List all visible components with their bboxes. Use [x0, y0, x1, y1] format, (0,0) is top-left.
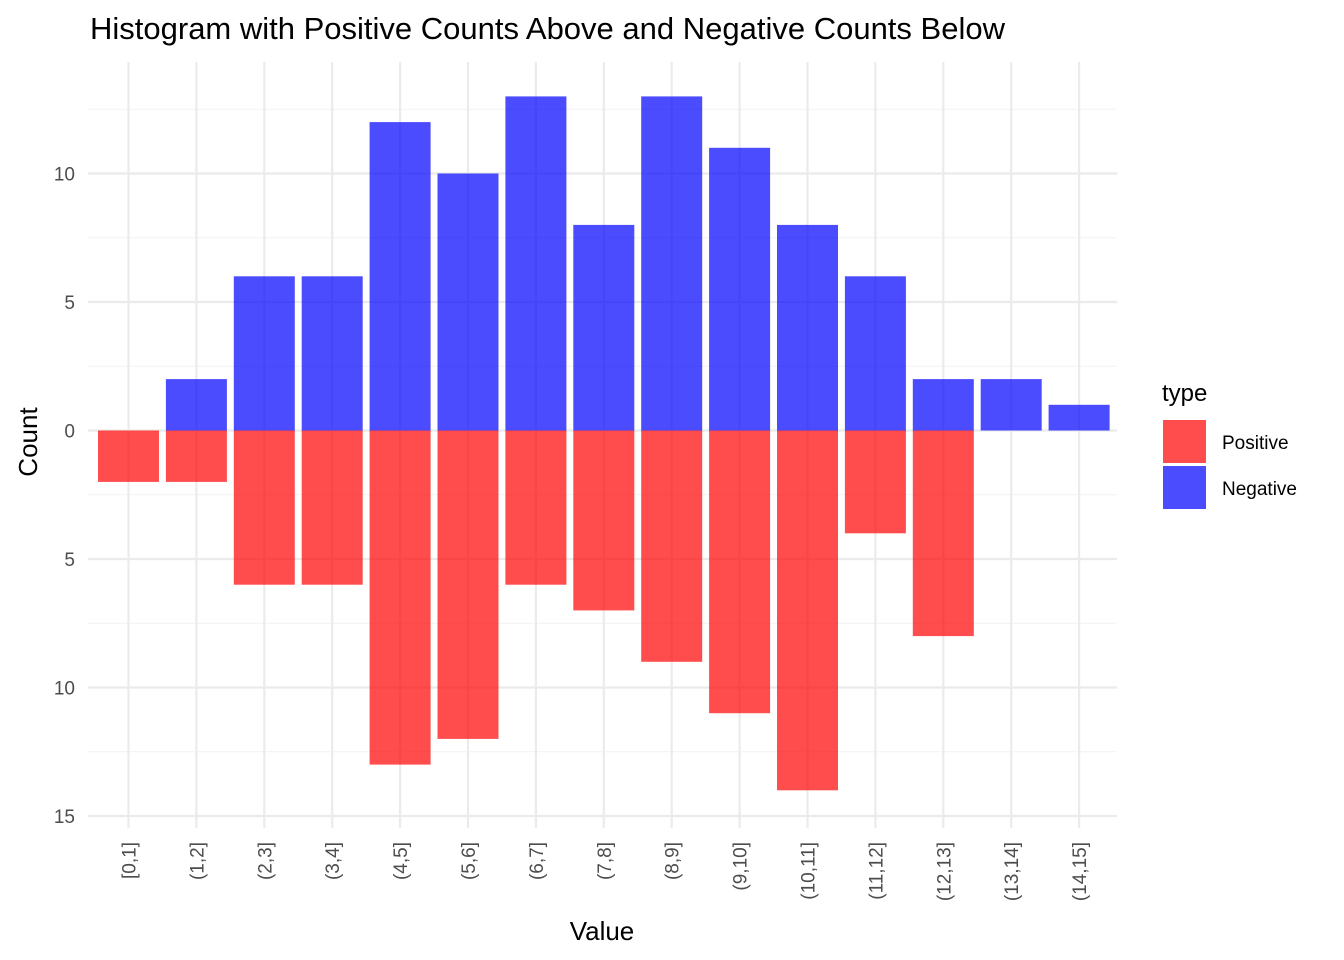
legend: type Positive Negative: [1162, 380, 1297, 509]
y-tick-label: 15: [54, 807, 75, 828]
bar-positive: [369, 430, 431, 765]
x-tick-label: (5,6]: [459, 842, 480, 880]
y-tick-label: 0: [64, 422, 75, 443]
bar-positive: [165, 430, 227, 482]
bar-negative: [1048, 404, 1110, 431]
bar-positive: [777, 430, 838, 791]
x-tick-label: (9,10]: [731, 842, 752, 891]
y-tick-label: 10: [54, 165, 75, 186]
legend-title: type: [1162, 380, 1207, 407]
bar-negative: [505, 96, 567, 431]
x-axis-title: Value: [570, 916, 635, 946]
bar-negative: [980, 379, 1042, 431]
bar-negative: [573, 224, 635, 431]
bar-negative: [437, 173, 499, 431]
x-tick-label: (14,15]: [1070, 842, 1091, 901]
bar-positive: [233, 430, 295, 585]
bar-negative: [844, 276, 906, 431]
y-tick-label: 5: [64, 293, 75, 314]
chart-title: Histogram with Positive Counts Above and…: [90, 11, 1006, 46]
x-tick-label: (2,3]: [255, 842, 276, 880]
x-tick-label: (13,14]: [1002, 842, 1023, 901]
x-tick-label: (11,12]: [866, 842, 887, 900]
x-tick-label: (4,5]: [391, 842, 412, 880]
y-axis-ticks: 10 5 0 5 10 15: [54, 165, 75, 829]
bar-positive: [912, 430, 974, 637]
bar-positive: [437, 430, 499, 739]
bar-negative: [641, 96, 703, 431]
bar-positive: [98, 430, 159, 482]
bar-negative: [912, 379, 974, 431]
bar-positive: [505, 430, 567, 585]
legend-swatch-negative: [1163, 466, 1206, 509]
x-tick-label: (10,11]: [799, 842, 820, 900]
x-tick-label: [0,1]: [120, 842, 141, 879]
bar-positive: [844, 430, 906, 534]
x-tick-label: (1,2]: [187, 842, 208, 880]
y-tick-label: 10: [54, 679, 75, 700]
bar-negative: [301, 276, 363, 431]
bar-negative: [369, 122, 431, 431]
x-tick-label: (3,4]: [323, 842, 344, 880]
bar-negative: [709, 147, 771, 431]
x-axis-ticks: [0,1] (1,2] (2,3] (3,4] (4,5] (5,6] (6,7] (7,8]…: [120, 842, 1092, 901]
bar-positive: [301, 430, 363, 585]
y-axis-title: Count: [13, 407, 43, 477]
bar-negative: [165, 379, 227, 431]
x-tick-label: (12,13]: [934, 842, 955, 901]
bar-negative: [233, 276, 295, 431]
x-tick-label: (7,8]: [595, 842, 616, 880]
x-tick-label: (8,9]: [663, 842, 684, 880]
legend-label-negative: Negative: [1222, 479, 1297, 500]
y-tick-label: 5: [64, 550, 75, 571]
legend-label-positive: Positive: [1222, 433, 1289, 454]
legend-entries: Positive Negative: [1163, 420, 1297, 509]
bar-positive: [573, 430, 635, 611]
legend-swatch-positive: [1163, 420, 1206, 463]
bars: [98, 96, 1110, 791]
bar-positive: [641, 430, 703, 662]
x-tick-label: (6,7]: [527, 842, 548, 880]
bar-positive: [709, 430, 771, 714]
bar-negative: [777, 224, 838, 431]
